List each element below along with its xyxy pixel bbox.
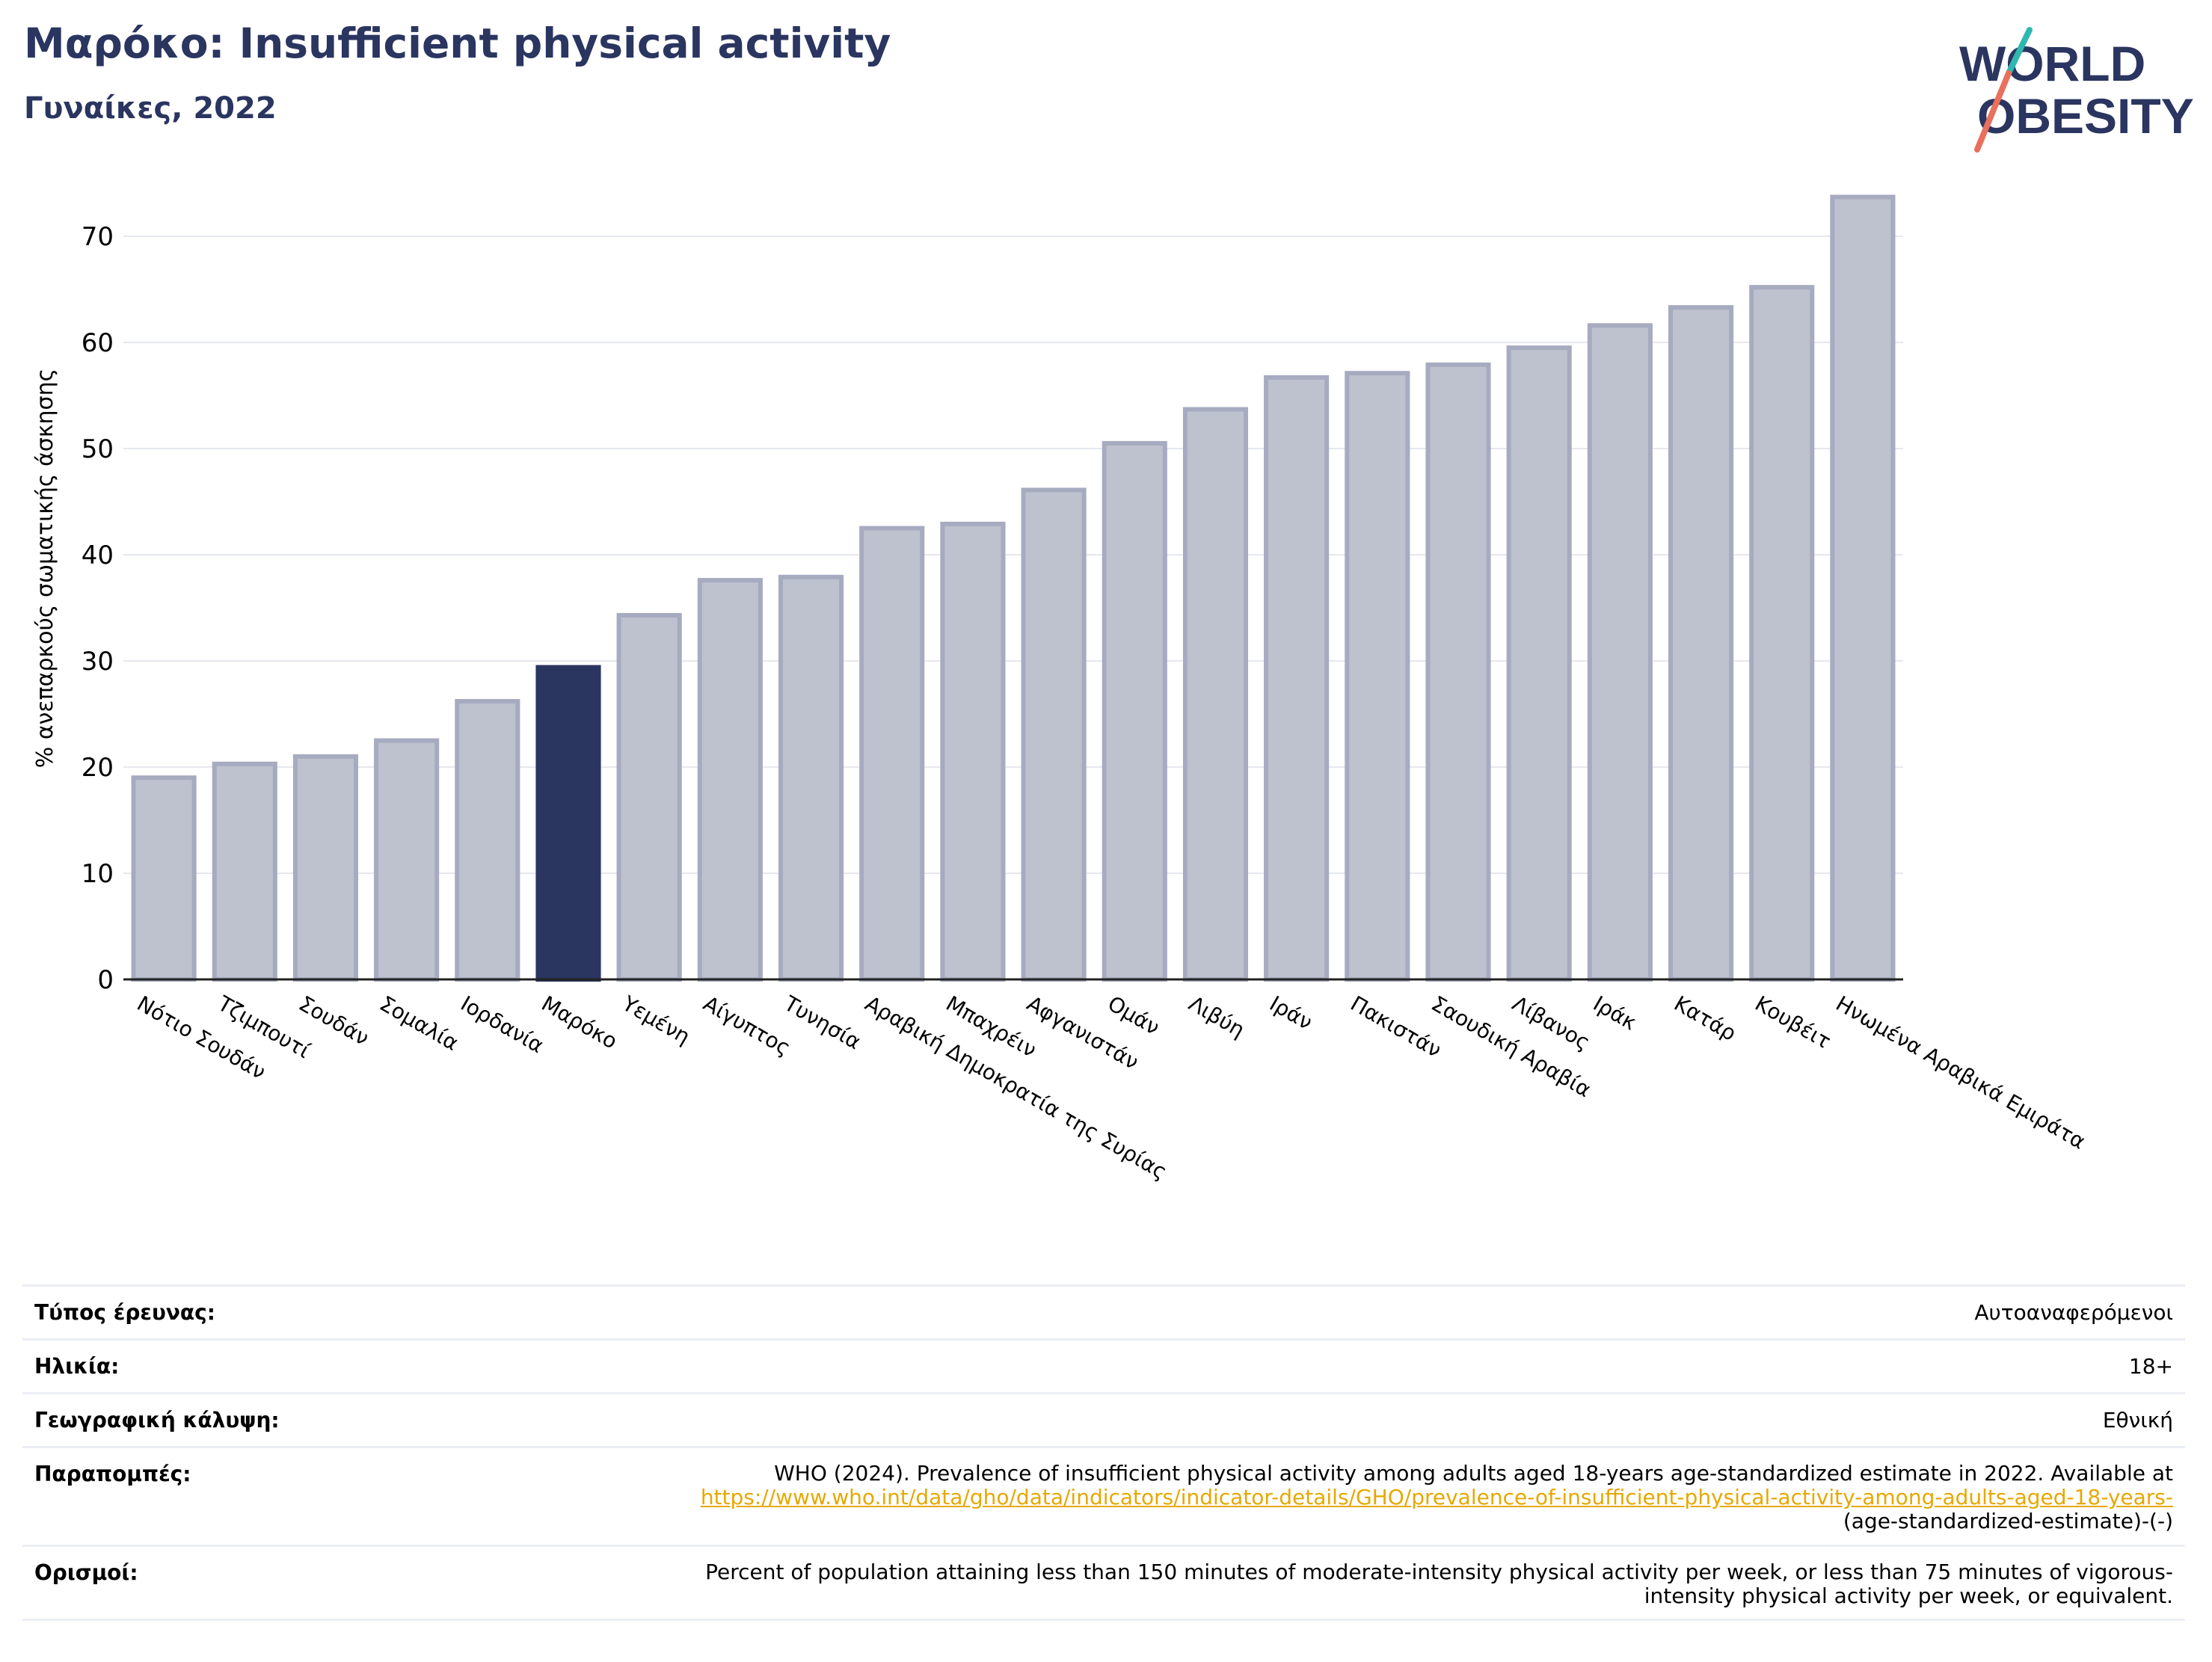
x-tick-label: Ιορδανία [456,991,547,1058]
bar [778,574,844,982]
references-tail: (age-standardized-estimate)-(-) [1843,1509,2173,1533]
bar [1668,305,1734,982]
bar [1587,323,1653,982]
x-tick-label: Ιράν [1265,991,1317,1035]
x-tick-label: Τυνησία [779,991,865,1054]
logo-line-2: OBESITY [1977,88,2194,144]
bar [535,665,601,982]
world-obesity-logo: WORLD OBESITY [1952,22,2199,157]
bars [131,194,1896,982]
age-label: Ηλικία: [34,1354,120,1379]
info-row-age: Ηλικία: 18+ [22,1338,2185,1392]
definitions-label: Ορισμοί: [34,1560,138,1585]
coverage-label: Γεωγραφική κάλυψη: [34,1408,280,1432]
survey-type-label: Τύπος έρευνας: [34,1300,215,1325]
y-tick-label: 40 [82,541,114,570]
x-tick-label: Κουβέιτ [1751,991,1835,1053]
y-axis-ticks: 0 10 20 30 40 50 60 70 [82,222,114,995]
bar [1021,487,1087,982]
bar [697,578,763,982]
y-tick-label: 10 [82,859,114,889]
definitions-value: Percent of population attaining less tha… [705,1560,2185,1619]
x-tick-label: Αίγυπτος [699,991,795,1060]
y-tick-label: 50 [82,434,114,464]
bar [1749,285,1815,982]
bar [292,754,359,982]
survey-type-value: Αυτοαναφερόμενοι [1974,1299,2173,1325]
x-tick-label: Πακιστάν [1346,991,1446,1062]
bar [212,761,277,982]
info-row-coverage: Γεωγραφική κάλυψη: Εθνική [22,1392,2185,1446]
definitions-line-2: intensity physical activity per week, or… [1644,1583,2173,1608]
bar [859,526,925,982]
logo-line-1: WORLD [1959,36,2145,91]
bar [1506,345,1572,982]
references-value: WHO (2024). Prevalence of insufficient p… [701,1462,2185,1545]
bar [1182,407,1249,982]
bar [940,521,1006,982]
chart-title: Μαρόκο: Insufficient physical activity [24,19,891,67]
x-tick-label: Λιβύη [1185,991,1249,1042]
y-tick-label: 0 [97,965,114,995]
bar [131,775,197,982]
bar [1102,440,1167,982]
references-text: WHO (2024). Prevalence of insufficient p… [774,1461,2173,1486]
x-tick-label: Ηνωμένα Αραβικά Εμιράτα [1831,991,2089,1154]
bar [1264,375,1330,982]
x-tick-label: Ομάν [1104,991,1164,1040]
bar [1830,194,1896,982]
y-tick-label: 30 [82,647,114,677]
age-value: 18+ [2128,1353,2173,1379]
info-row-survey-type: Τύπος έρευνας: Αυτοαναφερόμενοι [22,1284,2185,1338]
references-link[interactable]: https://www.who.int/data/gho/data/indica… [700,1485,2173,1509]
x-tick-label: Κατάρ [1670,991,1740,1046]
x-tick-label: Υεμένη [618,991,695,1049]
y-tick-label: 20 [82,753,114,783]
y-tick-label: 70 [82,222,114,252]
y-tick-label: 60 [82,328,114,358]
x-tick-label: Ιράκ [1589,991,1641,1035]
chart-subtitle: Γυναίκες, 2022 [24,91,277,126]
definitions-line-1: Percent of population attaining less tha… [705,1560,2173,1584]
x-tick-label: Σομαλία [375,991,463,1055]
info-row-references: Παραπομπές: WHO (2024). Prevalence of in… [22,1446,2185,1545]
references-label: Παραπομπές: [34,1462,191,1486]
x-tick-label: Μαρόκο [538,991,622,1053]
bar [616,612,682,982]
y-axis-label: % ανεπαρκούς σωματικής άσκησης [32,369,58,768]
bar [1345,371,1410,982]
bar-chart: 0 10 20 30 40 50 60 70 Νότιο ΣουδάνΤζιμπουτίΣου… [32,194,2090,1184]
info-table: Τύπος έρευνας: Αυτοαναφερόμενοι Ηλικία: … [22,1284,2185,1621]
bar [374,738,440,982]
info-row-definitions: Ορισμοί: Percent of population attaining… [22,1545,2185,1621]
coverage-value: Εθνική [2102,1407,2173,1432]
bar [1425,362,1491,982]
bar [455,698,520,982]
